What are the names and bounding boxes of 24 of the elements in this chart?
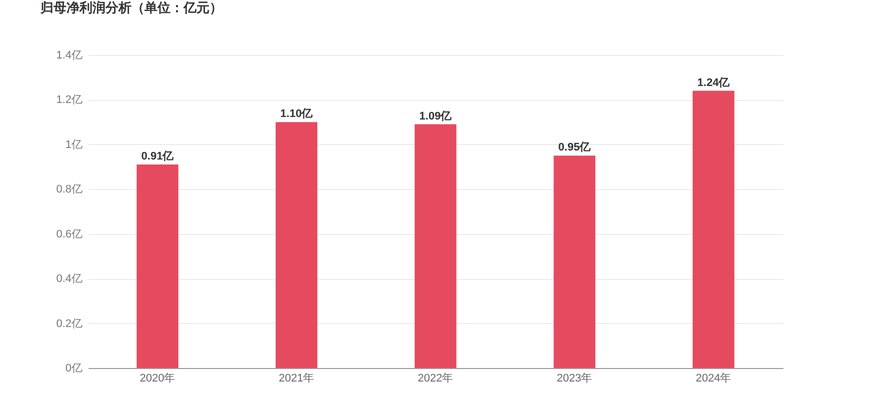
bar: [554, 156, 596, 368]
chart-title: 归母净利润分析（单位：亿元）: [40, 0, 223, 15]
y-tick-label: 0.2亿: [56, 318, 82, 330]
x-tick-label: 2020年: [140, 372, 176, 384]
x-tick-label: 2024年: [696, 372, 732, 384]
y-tick-label: 1亿: [65, 138, 82, 151]
data-label: 1.24亿: [697, 76, 731, 89]
y-tick-label: 0.4亿: [56, 273, 82, 286]
y-tick-label: 0.6亿: [56, 228, 82, 240]
data-label: 1.10亿: [280, 108, 314, 120]
y-tick-label: 1.4亿: [56, 50, 82, 62]
x-tick-label: 2023年: [556, 372, 592, 384]
data-label: 0.91亿: [141, 150, 175, 163]
bar: [276, 122, 318, 368]
y-tick-label: 1.2亿: [56, 94, 82, 106]
data-label: 1.09亿: [419, 110, 453, 122]
bar: [414, 124, 456, 368]
bar: [136, 164, 178, 368]
data-label: 0.95亿: [558, 142, 592, 154]
x-tick-label: 2021年: [278, 372, 314, 384]
bar: [692, 90, 734, 368]
y-tick-label: 0.8亿: [56, 184, 82, 196]
x-tick-label: 2022年: [418, 372, 454, 384]
y-tick-label: 0亿: [65, 362, 82, 374]
